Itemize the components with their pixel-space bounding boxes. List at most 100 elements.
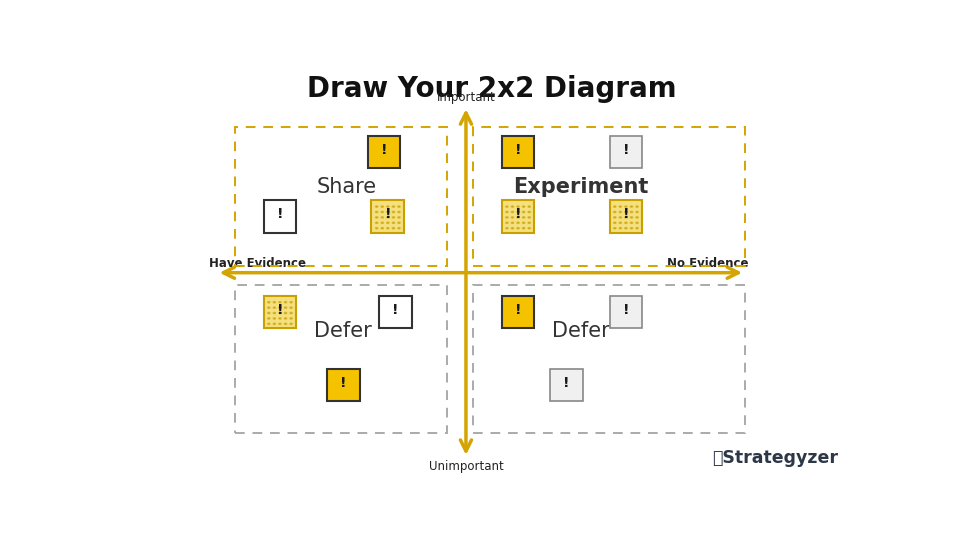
Circle shape (381, 217, 383, 218)
Text: Have Evidence: Have Evidence (209, 257, 306, 270)
Circle shape (613, 222, 616, 224)
Text: !: ! (381, 143, 388, 157)
Circle shape (631, 211, 633, 213)
Circle shape (387, 227, 389, 229)
Circle shape (375, 206, 378, 207)
Text: Share: Share (317, 178, 377, 198)
Circle shape (387, 217, 389, 218)
Circle shape (284, 302, 287, 303)
Bar (473, 285, 745, 433)
Circle shape (274, 302, 276, 303)
Text: Unimportant: Unimportant (428, 460, 503, 473)
Circle shape (381, 206, 383, 207)
Circle shape (613, 211, 616, 213)
Circle shape (619, 222, 621, 224)
Circle shape (636, 206, 638, 207)
Circle shape (613, 217, 616, 218)
Circle shape (631, 222, 633, 224)
Circle shape (268, 313, 270, 314)
Circle shape (375, 227, 378, 229)
Circle shape (619, 217, 621, 218)
Circle shape (512, 222, 514, 224)
Text: !: ! (340, 376, 347, 389)
Circle shape (375, 211, 378, 213)
Circle shape (512, 227, 514, 229)
Circle shape (393, 206, 395, 207)
Circle shape (625, 222, 627, 224)
Circle shape (274, 307, 276, 308)
Circle shape (619, 211, 621, 213)
Circle shape (375, 217, 378, 218)
Circle shape (522, 217, 525, 218)
Circle shape (512, 217, 514, 218)
FancyBboxPatch shape (550, 369, 583, 401)
FancyBboxPatch shape (264, 296, 297, 328)
Circle shape (397, 211, 400, 213)
Text: !: ! (623, 143, 629, 157)
Circle shape (625, 217, 627, 218)
FancyBboxPatch shape (379, 296, 412, 328)
Circle shape (522, 211, 525, 213)
Circle shape (397, 227, 400, 229)
Circle shape (268, 302, 270, 303)
Circle shape (397, 222, 400, 224)
Circle shape (278, 313, 281, 314)
Circle shape (631, 227, 633, 229)
Circle shape (278, 323, 281, 325)
Circle shape (512, 206, 514, 207)
Text: !: ! (564, 376, 569, 389)
Text: !: ! (515, 207, 521, 221)
Circle shape (387, 222, 389, 224)
Circle shape (522, 227, 525, 229)
Circle shape (506, 217, 508, 218)
Circle shape (625, 206, 627, 207)
Text: !: ! (392, 303, 398, 317)
Circle shape (522, 206, 525, 207)
Circle shape (381, 227, 383, 229)
Circle shape (290, 318, 292, 319)
Circle shape (613, 227, 616, 229)
Circle shape (636, 211, 638, 213)
Circle shape (268, 318, 270, 319)
Text: Defer: Defer (314, 321, 372, 341)
Circle shape (393, 222, 395, 224)
Circle shape (284, 323, 287, 325)
Circle shape (516, 206, 519, 207)
Circle shape (375, 222, 378, 224)
Circle shape (284, 318, 287, 319)
FancyBboxPatch shape (610, 200, 642, 233)
Circle shape (381, 222, 383, 224)
Circle shape (284, 313, 287, 314)
Text: !: ! (276, 207, 283, 221)
Circle shape (397, 206, 400, 207)
Text: !: ! (276, 303, 283, 317)
Circle shape (625, 227, 627, 229)
Text: Experiment: Experiment (514, 178, 649, 198)
Circle shape (278, 302, 281, 303)
Circle shape (522, 222, 525, 224)
Circle shape (516, 222, 519, 224)
FancyBboxPatch shape (610, 136, 642, 168)
Text: !: ! (623, 207, 629, 221)
Bar (235, 285, 447, 433)
Circle shape (290, 302, 292, 303)
Circle shape (387, 206, 389, 207)
Circle shape (636, 227, 638, 229)
Circle shape (512, 211, 514, 213)
Circle shape (528, 217, 530, 218)
Circle shape (528, 222, 530, 224)
Text: Draw Your 2x2 Diagram: Draw Your 2x2 Diagram (307, 75, 677, 103)
Circle shape (278, 318, 281, 319)
FancyBboxPatch shape (264, 200, 297, 233)
Circle shape (290, 313, 292, 314)
Circle shape (506, 222, 508, 224)
Circle shape (636, 217, 638, 218)
FancyBboxPatch shape (368, 136, 400, 168)
Circle shape (631, 217, 633, 218)
FancyBboxPatch shape (502, 200, 535, 233)
FancyBboxPatch shape (610, 296, 642, 328)
Circle shape (278, 307, 281, 308)
Circle shape (387, 211, 389, 213)
Circle shape (516, 217, 519, 218)
FancyBboxPatch shape (502, 136, 535, 168)
